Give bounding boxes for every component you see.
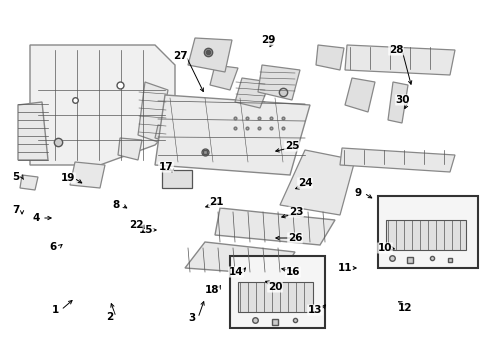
Polygon shape <box>345 78 374 112</box>
Bar <box>238 282 312 312</box>
Polygon shape <box>20 175 38 190</box>
Polygon shape <box>215 208 334 245</box>
Text: 3: 3 <box>188 313 195 323</box>
Polygon shape <box>18 102 48 160</box>
Text: 5: 5 <box>12 172 20 182</box>
Polygon shape <box>30 45 175 165</box>
Polygon shape <box>339 148 454 172</box>
Text: 16: 16 <box>285 267 300 277</box>
Text: 29: 29 <box>260 35 275 45</box>
Text: 28: 28 <box>388 45 403 55</box>
Text: 11: 11 <box>337 263 351 273</box>
Polygon shape <box>155 125 175 142</box>
Text: 23: 23 <box>288 207 303 217</box>
Text: 18: 18 <box>204 285 219 295</box>
Polygon shape <box>138 82 168 142</box>
Polygon shape <box>235 78 269 108</box>
Polygon shape <box>267 132 297 152</box>
Text: 10: 10 <box>377 243 391 253</box>
Bar <box>377 196 477 268</box>
Text: 13: 13 <box>307 305 322 315</box>
Polygon shape <box>209 65 238 90</box>
Text: 24: 24 <box>297 178 312 188</box>
Text: 8: 8 <box>112 200 120 210</box>
Text: 7: 7 <box>12 205 20 215</box>
Polygon shape <box>155 95 309 175</box>
Text: 27: 27 <box>172 51 187 61</box>
Text: 14: 14 <box>228 267 243 277</box>
Polygon shape <box>258 65 299 100</box>
Text: 12: 12 <box>397 303 411 313</box>
Polygon shape <box>387 82 407 123</box>
Text: 30: 30 <box>395 95 409 105</box>
Text: 22: 22 <box>128 220 143 230</box>
Text: 17: 17 <box>159 162 173 172</box>
Text: 26: 26 <box>287 233 302 243</box>
Polygon shape <box>184 242 294 275</box>
Text: 25: 25 <box>284 141 299 151</box>
Polygon shape <box>187 38 231 72</box>
Text: 19: 19 <box>61 173 75 183</box>
Text: 4: 4 <box>32 213 40 223</box>
Polygon shape <box>315 45 343 70</box>
Text: 1: 1 <box>51 305 59 315</box>
Text: 2: 2 <box>106 312 113 322</box>
Text: 15: 15 <box>139 225 153 235</box>
Text: 9: 9 <box>354 188 361 198</box>
Polygon shape <box>345 45 454 75</box>
Text: 21: 21 <box>208 197 223 207</box>
Polygon shape <box>118 138 142 160</box>
Text: 20: 20 <box>267 282 282 292</box>
Polygon shape <box>70 162 105 188</box>
Bar <box>162 170 192 188</box>
Polygon shape <box>280 150 354 215</box>
Bar <box>229 256 325 328</box>
Text: 6: 6 <box>49 242 57 252</box>
Bar <box>385 220 465 250</box>
